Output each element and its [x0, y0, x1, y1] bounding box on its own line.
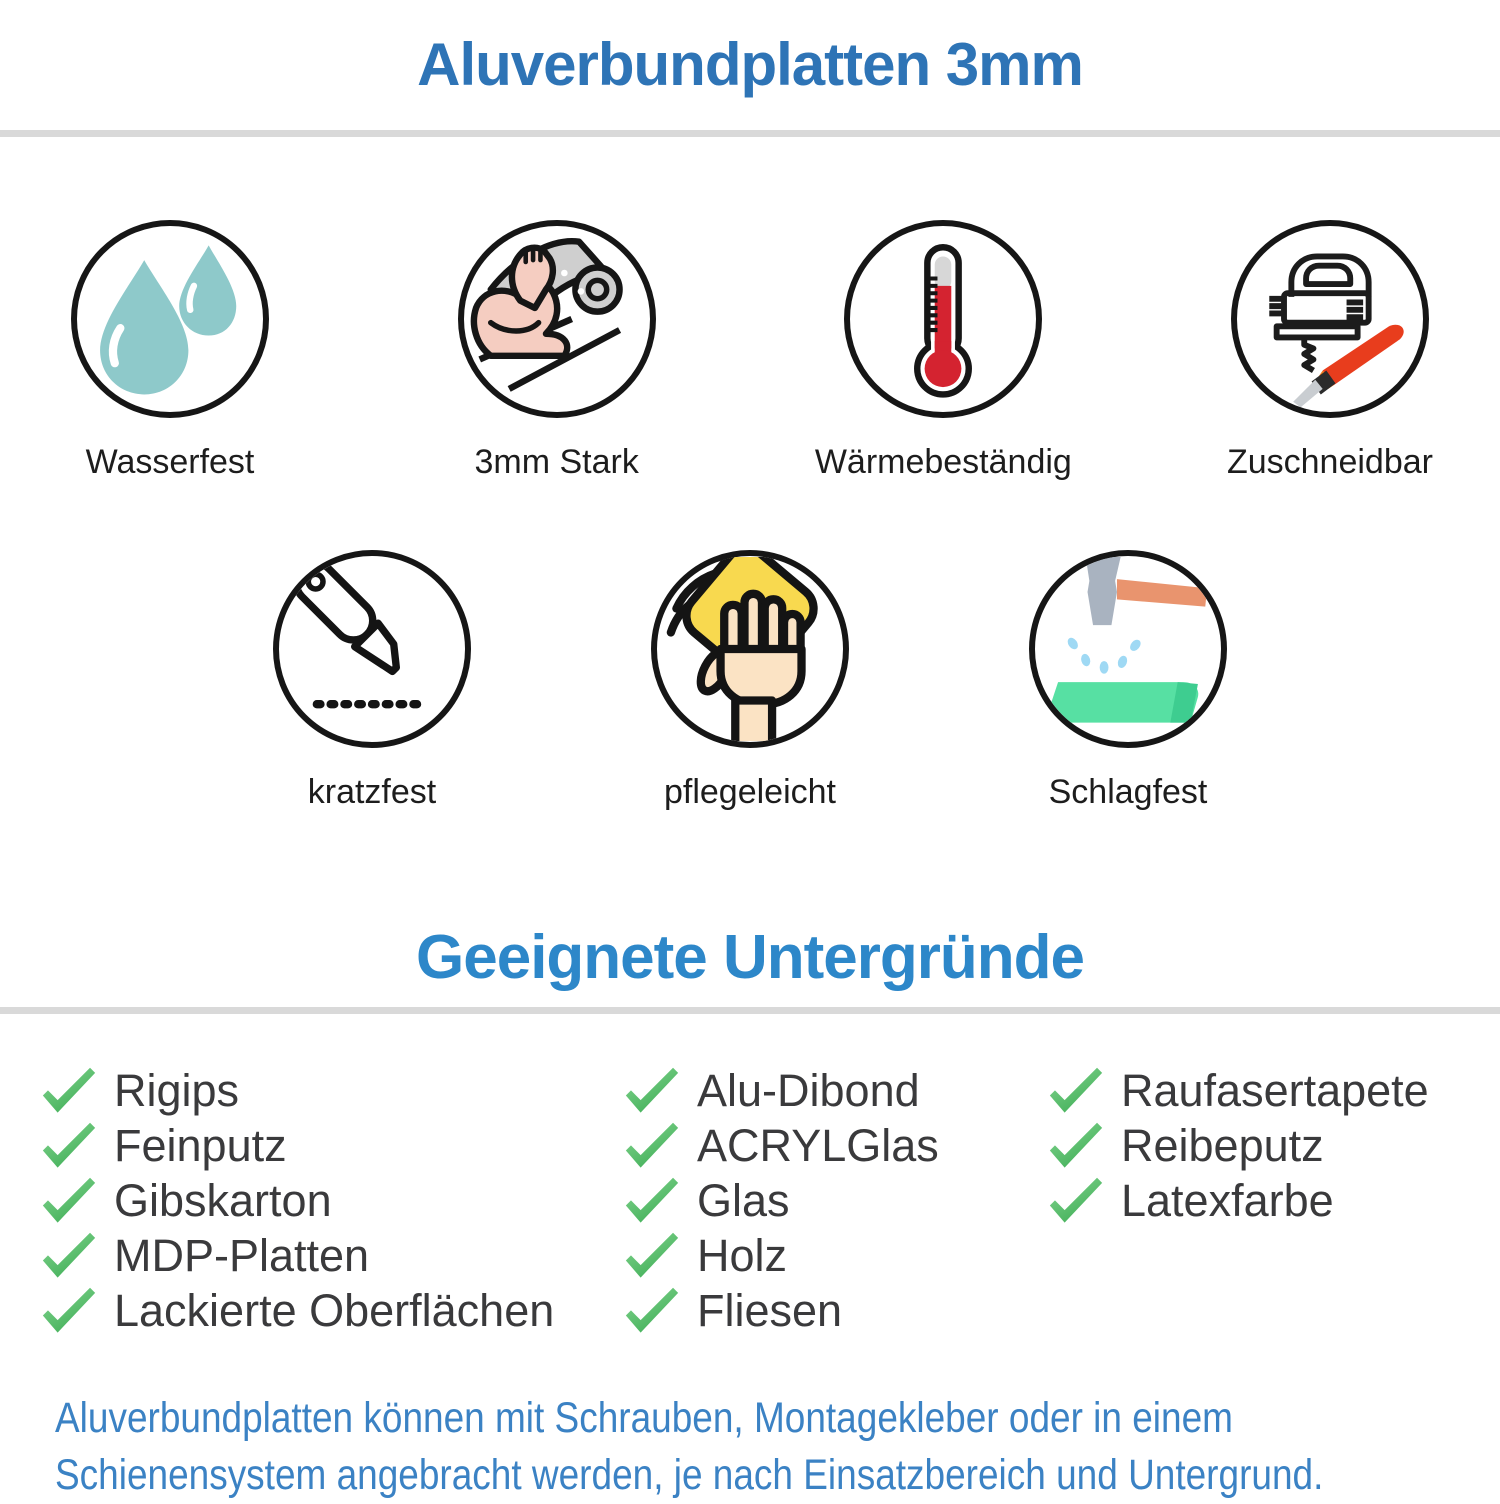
check-icon [1049, 1177, 1103, 1223]
divider-top [0, 130, 1500, 137]
feature-zuschneidbar: Zuschneidbar [1226, 220, 1433, 482]
check-icon [625, 1232, 679, 1278]
muscle-arm-panel-icon [457, 220, 656, 418]
substrate-item: Feinputz [40, 1120, 554, 1171]
feature-label: Wärmebeständig [814, 443, 1072, 481]
substrate-item: Latexfarbe [1047, 1175, 1429, 1226]
thermometer-icon [844, 220, 1043, 418]
feature-wasserfest: Wasserfest [70, 220, 270, 482]
substrate-label: Fliesen [697, 1285, 843, 1336]
substrate-item: Fliesen [623, 1285, 939, 1336]
feature-3mm-stark: 3mm Stark [457, 220, 657, 482]
cleaning-hand-icon [651, 550, 849, 748]
feature-label: pflegeleicht [663, 773, 836, 811]
substrates-column-3: Raufasertapete Reibeputz Latexfarbe [1047, 1065, 1429, 1226]
divider-middle [0, 1007, 1500, 1014]
substrate-label: Holz [697, 1230, 788, 1281]
substrates-column-2: Alu-Dibond ACRYLGlas Glas Holz Fliesen [623, 1065, 939, 1336]
feature-label: 3mm Stark [474, 443, 639, 481]
check-icon [42, 1122, 96, 1168]
substrate-label: ACRYLGlas [697, 1120, 939, 1171]
substrate-label: Lackierte Oberflächen [114, 1285, 555, 1336]
features-row-1: Wasserfest 3mm Stark [0, 220, 1500, 482]
feature-waermebestaendig: Wärmebeständig [815, 220, 1072, 482]
substrate-item: Rigips [40, 1065, 554, 1116]
feature-kratzfest: kratzfest [272, 550, 472, 812]
substrate-label: Glas [697, 1175, 790, 1226]
substrate-item: Lackierte Oberflächen [40, 1285, 555, 1336]
check-icon [42, 1177, 96, 1223]
substrate-item: Reibeputz [1047, 1120, 1429, 1171]
substrate-label: Raufasertapete [1121, 1065, 1429, 1116]
substrate-item: Alu-Dibond [623, 1065, 939, 1116]
check-icon [625, 1177, 679, 1223]
feature-label: Schlagfest [1048, 773, 1208, 811]
feature-label: Zuschneidbar [1226, 443, 1433, 481]
water-drops-icon [71, 220, 269, 418]
page-title: Aluverbundplatten 3mm [417, 31, 1084, 98]
substrate-label: Alu-Dibond [697, 1065, 920, 1116]
substrate-item: Holz [623, 1230, 939, 1281]
feature-label: kratzfest [307, 773, 437, 811]
check-icon [625, 1067, 679, 1113]
section-title: Geeignete Untergründe [416, 923, 1085, 992]
substrate-label: Reibeputz [1121, 1120, 1324, 1171]
substrate-label: MDP-Platten [114, 1230, 370, 1281]
check-icon [625, 1287, 679, 1333]
feature-schlagfest: Schlagfest [1028, 550, 1228, 812]
feature-pflegeleicht: pflegeleicht [650, 550, 850, 812]
substrate-item: Glas [623, 1175, 939, 1226]
jigsaw-cutter-icon [1230, 220, 1429, 418]
check-icon [1049, 1122, 1103, 1168]
substrate-item: ACRYLGlas [623, 1120, 939, 1171]
mounting-note: Aluverbundplatten können mit Schrauben, … [55, 1390, 1323, 1504]
feature-label: Wasserfest [85, 443, 255, 481]
substrates-column-1: Rigips Feinputz Gibskarton MDP-Platten L… [40, 1065, 555, 1336]
substrate-label: Feinputz [114, 1120, 287, 1171]
check-icon [42, 1232, 96, 1278]
substrate-item: Gibskarton [40, 1175, 554, 1226]
utility-knife-icon [273, 550, 471, 748]
substrate-label: Rigips [114, 1065, 240, 1116]
hammer-icon [1029, 550, 1227, 748]
substrate-label: Latexfarbe [1121, 1175, 1334, 1226]
check-icon [625, 1122, 679, 1168]
check-icon [42, 1067, 96, 1113]
features-row-2: kratzfest [0, 550, 1500, 812]
substrate-item: MDP-Platten [40, 1230, 554, 1281]
check-icon [42, 1287, 96, 1333]
check-icon [1049, 1067, 1103, 1113]
mounting-note-line1: Aluverbundplatten können mit Schrauben, … [55, 1394, 1233, 1442]
substrate-label: Gibskarton [114, 1175, 332, 1226]
mounting-note-line2: Schienensystem angebracht werden, je nac… [55, 1450, 1324, 1499]
substrate-item: Raufasertapete [1047, 1065, 1429, 1116]
